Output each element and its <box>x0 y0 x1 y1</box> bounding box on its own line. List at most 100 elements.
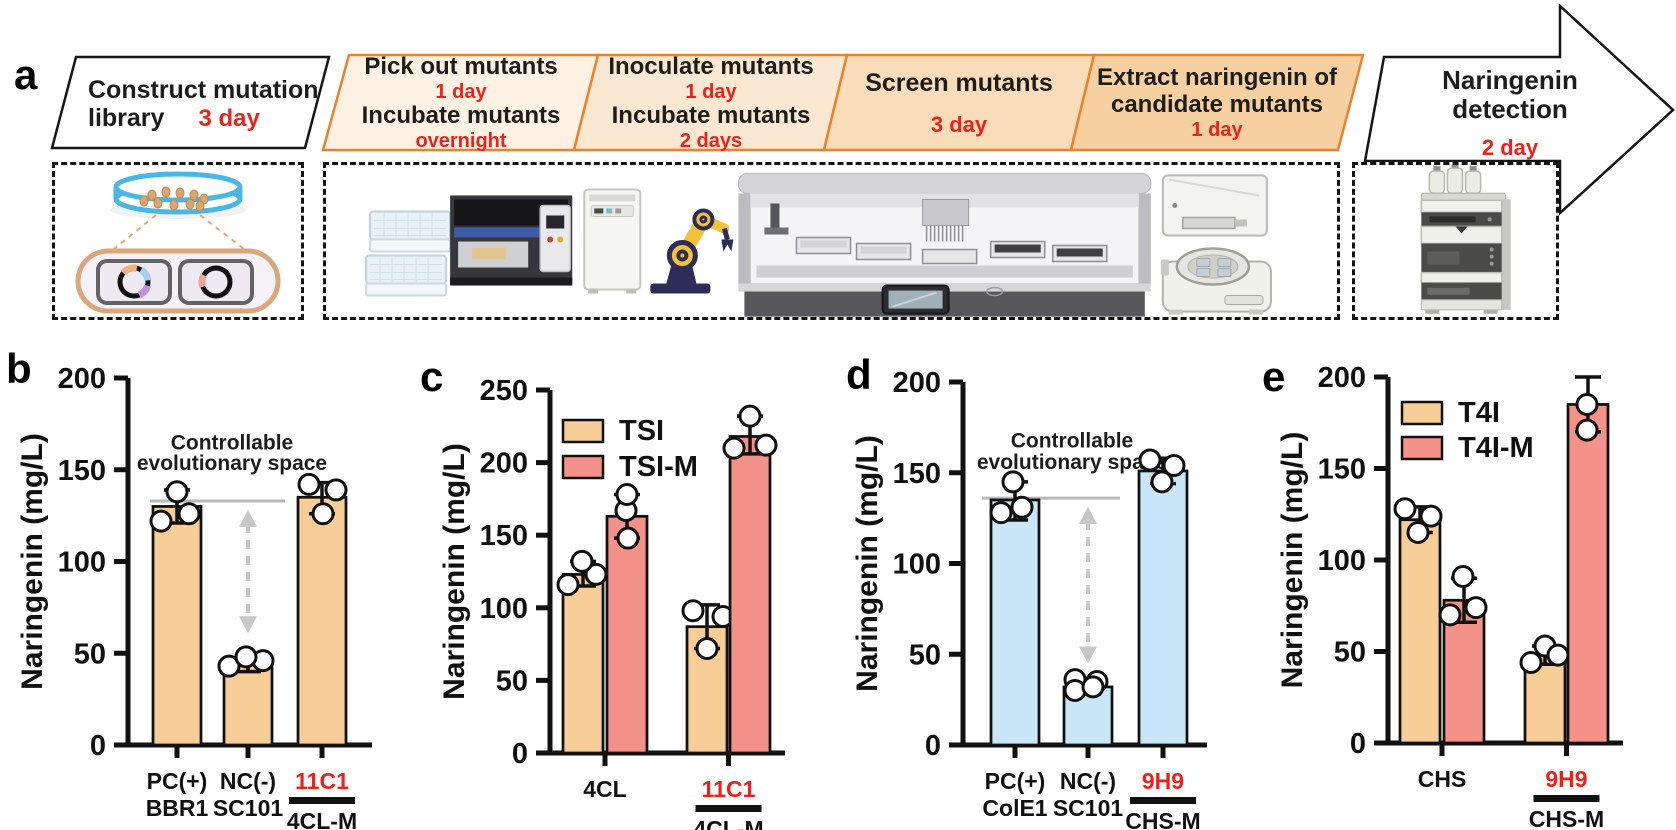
step-text-line: Extract naringenin of <box>1096 63 1338 92</box>
y-tick-label: 200 <box>58 363 106 395</box>
bar <box>989 498 1041 747</box>
annotation-text: Controllable <box>171 432 294 455</box>
data-point <box>1575 418 1599 442</box>
x-tick-label: PC(+) <box>985 768 1046 794</box>
data-point <box>297 472 321 496</box>
step-text-line: 1 day <box>435 81 486 103</box>
step-text-extract-naringenin: Extract naringenin of candidate mutants 1 … <box>1092 57 1342 149</box>
step-text-segment: Incubate mutants <box>611 102 811 129</box>
panel-a-label: a <box>14 51 38 98</box>
data-point <box>149 509 173 533</box>
data-point <box>754 433 778 457</box>
data-point <box>615 483 639 507</box>
step-text-segment: overnight <box>415 129 507 152</box>
x-tick-label: 4CL-M <box>287 808 357 830</box>
data-point <box>695 636 719 660</box>
y-axis-title: Naringenin (mg/L) <box>16 433 49 690</box>
data-point <box>738 404 762 428</box>
data-point <box>1393 497 1417 521</box>
y-axis-title: Naringenin (mg/L) <box>851 435 884 692</box>
step-text-line: 3 day <box>930 111 988 138</box>
chart-panel-d: 0 50 100 150 200 Naringenin (mg/L) Controllabl… <box>851 367 1207 830</box>
y-tick-label: 150 <box>893 458 941 490</box>
data-point <box>1464 596 1488 620</box>
step-text-line: Inoculate mutants <box>608 52 814 81</box>
legend-label: TSI-M <box>619 451 698 483</box>
x-tick-label: 4CL-M <box>693 816 763 830</box>
legend-label: T4I <box>1458 397 1500 429</box>
legend-label: T4I-M <box>1458 432 1534 464</box>
data-point <box>234 645 258 669</box>
x-tick-label: NC(-) <box>220 768 276 794</box>
data-point <box>1575 392 1599 416</box>
data-point <box>556 573 580 597</box>
bar <box>728 435 772 755</box>
step-text-naringenin-detection: Naringenin detection 2 day <box>1382 66 1638 161</box>
y-tick-label: 0 <box>90 730 106 762</box>
annotation-text: Controllable <box>1011 429 1134 452</box>
y-tick-label: 100 <box>480 593 528 625</box>
data-point <box>1162 453 1186 477</box>
arrowhead-up-icon <box>239 509 257 527</box>
x-tick-label: SC101 <box>213 795 284 821</box>
legend-swatch <box>1400 435 1444 461</box>
data-point <box>1001 470 1025 494</box>
x-tick-label: BBR1 <box>146 795 209 821</box>
data-point <box>989 501 1013 525</box>
automation-equipment-illustration <box>365 172 1272 317</box>
legend-swatch <box>1400 400 1444 426</box>
hplc-icon <box>1420 165 1511 314</box>
cell-with-plasmids-icon <box>75 248 281 314</box>
x-tick-label: 9H9 <box>1545 766 1587 792</box>
step-text-line: 1 day <box>1191 119 1242 141</box>
step-text-segment: Construct mutation <box>88 75 319 104</box>
data-point <box>1419 504 1443 528</box>
x-tick-label: 11C1 <box>702 776 756 802</box>
x-tick-label: 9H9 <box>1142 768 1184 794</box>
step-text-segment: Incubate mutants <box>361 102 561 129</box>
x-tick-label: PC(+) <box>147 768 208 794</box>
data-point <box>311 502 335 526</box>
data-point <box>570 549 594 573</box>
big-process-arrow <box>1363 3 1675 216</box>
y-tick-label: 50 <box>909 639 941 671</box>
bar <box>296 495 348 747</box>
step-box-extract-naringenin <box>1069 53 1365 152</box>
panel-e-label: e <box>1262 353 1286 400</box>
y-tick-label: 150 <box>1318 454 1366 486</box>
data-point <box>681 599 705 623</box>
annotation-text: evolutionary space <box>137 452 327 475</box>
arrowhead-down-icon <box>1079 646 1097 664</box>
step-text-segment: 3 day <box>930 111 988 137</box>
automation-equipment-box <box>323 162 1340 320</box>
data-point <box>177 502 201 526</box>
mutant-underline <box>695 805 762 812</box>
panel-b-label: b <box>6 345 32 392</box>
bar <box>605 514 649 755</box>
step-text-segment: Inoculate mutants <box>608 52 814 80</box>
step-text-segment: Extract naringenin of <box>1096 63 1338 91</box>
step-text-line: Screen mutants <box>865 69 1053 97</box>
arrowhead-up-icon <box>1079 507 1097 525</box>
step-text-segment: 2 days <box>679 129 743 152</box>
step-text-segment: candidate mutants <box>1110 90 1324 118</box>
y-tick-label: 100 <box>1318 545 1366 577</box>
detection-title: Naringenin detection <box>1442 65 1578 124</box>
data-point <box>722 436 746 460</box>
y-tick-label: 100 <box>58 547 106 579</box>
step-text-inoculate-mutants: Inoculate mutants 1 day Incubate mutants 2 … <box>591 52 831 152</box>
y-tick-label: 150 <box>58 455 106 487</box>
hplc-illustration <box>1420 165 1511 314</box>
step-text-line: Construct mutation <box>88 76 319 104</box>
data-point <box>1438 603 1462 627</box>
data-point <box>1138 448 1162 472</box>
legend-swatch <box>561 418 605 444</box>
y-tick-label: 50 <box>1334 637 1366 669</box>
chart-panel-b: 0 50 100 150 200 Naringenin (mg/L) Controllabl… <box>16 363 372 830</box>
y-tick-label: 200 <box>480 448 528 480</box>
data-point <box>1150 470 1174 494</box>
detection-equipment-box <box>1352 162 1559 320</box>
bar <box>1398 518 1442 745</box>
step-text-segment: Screen mutants <box>865 68 1053 97</box>
data-point <box>1081 675 1105 699</box>
